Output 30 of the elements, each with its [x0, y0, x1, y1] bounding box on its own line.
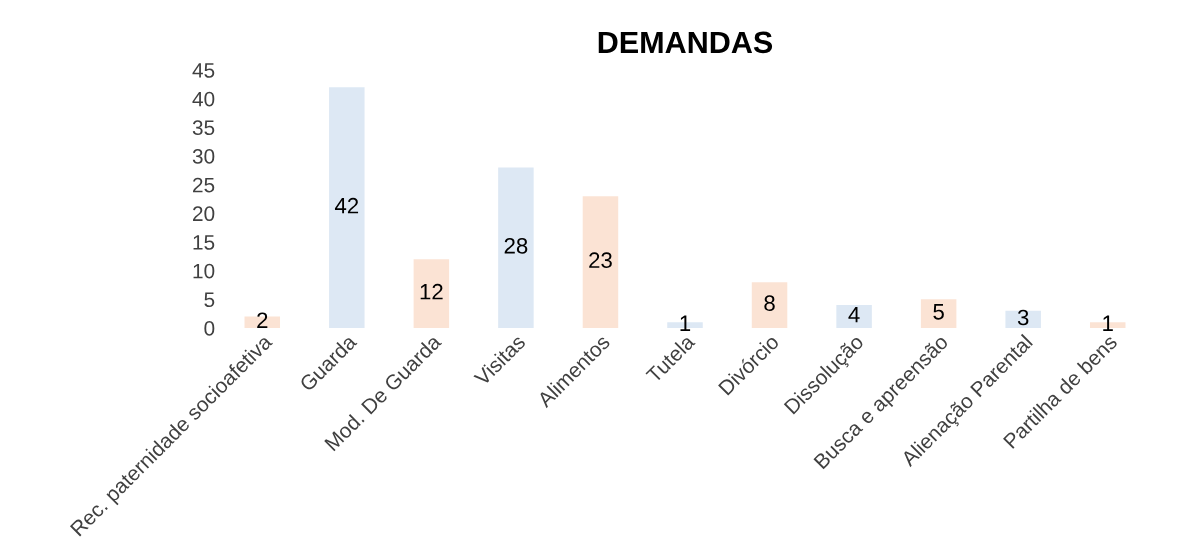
data-label: 28	[504, 237, 528, 254]
y-tick-label: 45	[192, 63, 215, 78]
data-label: 1	[1103, 315, 1113, 331]
y-tick-label: 5	[204, 292, 215, 308]
bar	[413, 259, 450, 328]
bar	[751, 282, 788, 328]
bar	[920, 299, 957, 328]
y-tick-label: 35	[192, 120, 215, 136]
y-tick-label: 25	[193, 177, 215, 193]
y-tick-label: 40	[192, 91, 215, 107]
bar	[498, 167, 534, 328]
data-label: 5	[933, 304, 944, 320]
data-label: 23	[589, 252, 612, 269]
data-label: 42	[334, 197, 359, 214]
y-tick-label: 10	[193, 263, 215, 279]
data-label: 3	[1017, 309, 1029, 326]
bar	[836, 305, 872, 328]
y-tick-label: 30	[192, 149, 215, 164]
data-label: 4	[848, 306, 860, 323]
y-tick-label: 0	[204, 321, 215, 336]
data-label: 8	[764, 295, 775, 312]
y-tick-label: 20	[193, 206, 215, 222]
data-label: 1	[680, 315, 691, 331]
bar	[1005, 310, 1041, 328]
y-tick-label: 15	[193, 235, 215, 250]
chart-title: DEMANDAS	[598, 31, 773, 54]
data-label: 2	[257, 312, 268, 329]
data-label: 12	[420, 283, 443, 300]
bar	[329, 87, 365, 328]
bar	[582, 196, 619, 328]
